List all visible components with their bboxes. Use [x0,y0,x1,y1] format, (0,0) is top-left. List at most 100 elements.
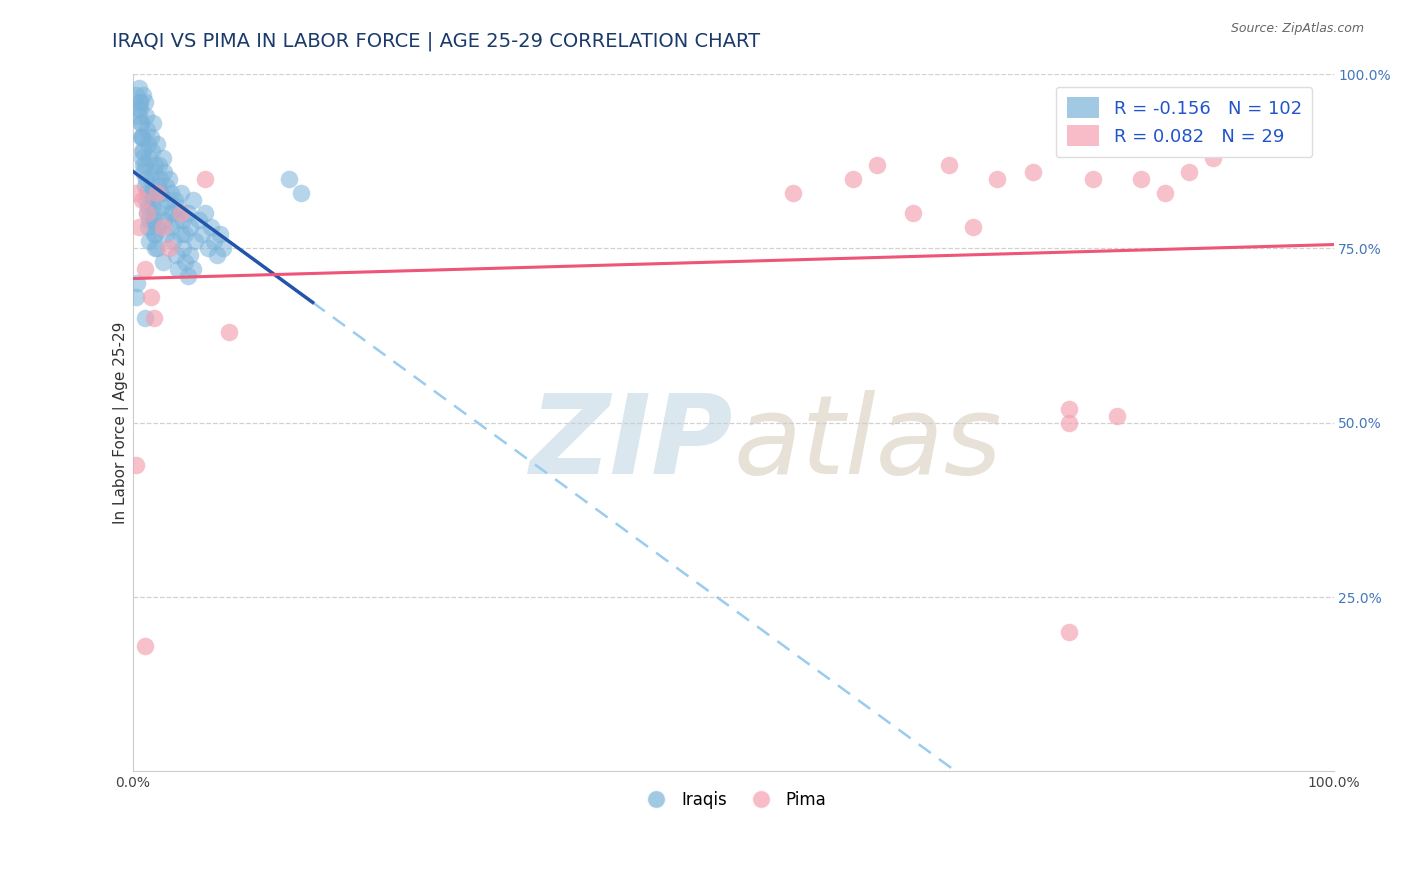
Iraqis [179,248,201,262]
Pima [157,241,180,255]
Iraqis [128,102,150,116]
Iraqis [165,248,187,262]
Iraqis [169,227,191,242]
Iraqis [125,87,148,102]
Text: atlas: atlas [733,390,1001,497]
Iraqis [134,158,156,172]
Iraqis [277,171,299,186]
Iraqis [157,206,180,220]
Iraqis [290,186,312,200]
Iraqis [149,171,172,186]
Iraqis [209,227,232,242]
Iraqis [184,235,207,249]
Iraqis [132,158,155,172]
Iraqis [181,193,204,207]
Iraqis [136,136,159,151]
Iraqis [138,235,160,249]
Iraqis [136,200,159,214]
Iraqis [134,178,156,193]
Iraqis [128,109,150,123]
Iraqis [139,186,162,200]
Iraqis [200,220,222,235]
Iraqis [181,262,204,277]
Iraqis [155,178,177,193]
Pima [1130,171,1153,186]
Iraqis [191,227,214,242]
Iraqis [165,213,187,227]
Pima [134,639,156,653]
Legend: Iraqis, Pima: Iraqis, Pima [633,784,832,815]
Iraqis [167,262,190,277]
Pima [139,290,162,304]
Iraqis [136,186,159,200]
Iraqis [197,241,219,255]
Iraqis [128,95,150,109]
Iraqis [143,158,166,172]
Pima [1083,171,1105,186]
Iraqis [148,158,170,172]
Text: Source: ZipAtlas.com: Source: ZipAtlas.com [1230,22,1364,36]
Iraqis [134,311,156,326]
Iraqis [127,102,149,116]
Pima [901,206,924,220]
Pima [131,193,153,207]
Pima [938,158,960,172]
Iraqis [172,213,194,227]
Pima [842,171,865,186]
Iraqis [139,129,162,144]
Iraqis [187,213,209,227]
Iraqis [145,241,167,255]
Iraqis [152,255,174,269]
Iraqis [128,95,150,109]
Iraqis [146,178,169,193]
Iraqis [128,81,150,95]
Iraqis [141,144,163,158]
Pima [1107,409,1129,423]
Iraqis [211,241,233,255]
Pima [134,262,156,277]
Pima [218,325,240,339]
Iraqis [148,186,170,200]
Iraqis [143,227,166,242]
Iraqis [145,136,167,151]
Iraqis [131,144,153,158]
Iraqis [134,95,156,109]
Iraqis [135,109,157,123]
Pima [782,186,804,200]
Iraqis [160,186,183,200]
Iraqis [132,144,155,158]
Iraqis [152,151,174,165]
Iraqis [172,241,194,255]
Iraqis [152,213,174,227]
Pima [128,220,150,235]
Iraqis [136,123,159,137]
Iraqis [150,186,173,200]
Pima [169,206,191,220]
Pima [1022,164,1045,178]
Iraqis [155,227,177,242]
Iraqis [169,186,191,200]
Pima [866,158,889,172]
Iraqis [138,151,160,165]
Iraqis [202,235,225,249]
Pima [143,311,166,326]
Iraqis [132,87,155,102]
Iraqis [136,206,159,220]
Text: ZIP: ZIP [530,390,733,497]
Pima [1059,624,1081,639]
Iraqis [143,164,166,178]
Pima [194,171,217,186]
Iraqis [141,200,163,214]
Iraqis [139,171,162,186]
Iraqis [132,164,155,178]
Iraqis [131,151,153,165]
Iraqis [205,248,228,262]
Pima [125,458,148,472]
Iraqis [141,186,163,200]
Pima [1202,151,1225,165]
Iraqis [129,116,152,130]
Pima [136,206,159,220]
Iraqis [127,277,149,291]
Pima [152,220,174,235]
Iraqis [150,200,173,214]
